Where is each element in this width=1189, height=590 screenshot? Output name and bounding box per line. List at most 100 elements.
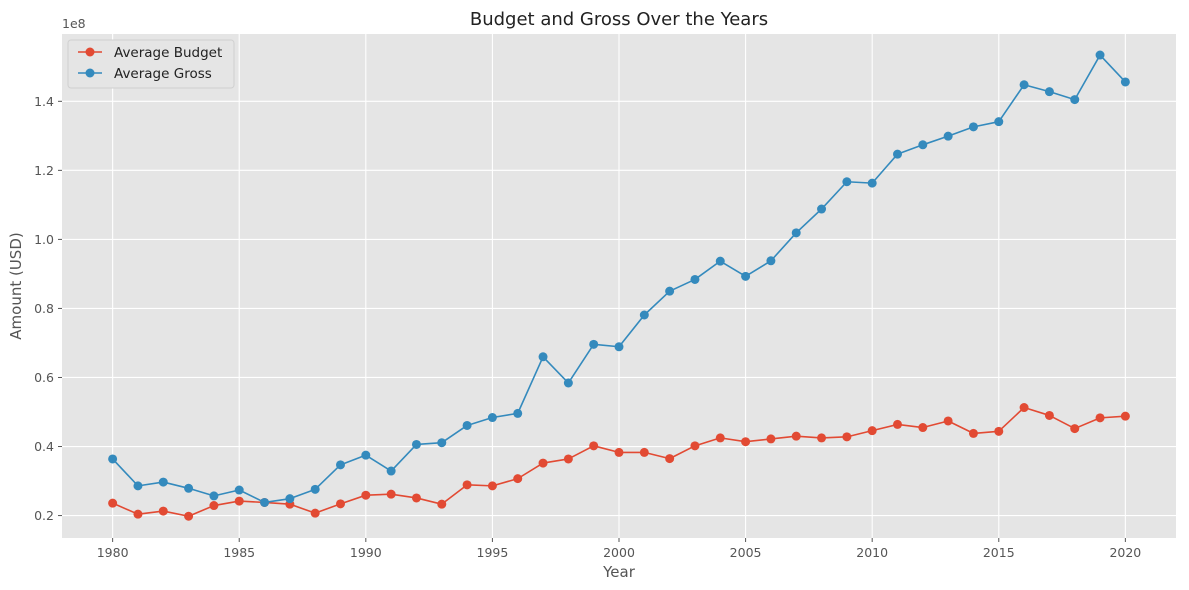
data-point-gross [1044, 87, 1054, 97]
series-gross [108, 50, 1130, 507]
data-point-budget [968, 428, 978, 438]
data-point-gross [386, 466, 396, 476]
data-point-budget [893, 419, 902, 429]
x-tick-label: 1995 [477, 545, 509, 560]
data-point-budget [310, 508, 320, 518]
y-gridlines [62, 100, 1176, 517]
data-point-gross [690, 274, 700, 284]
data-point-budget [538, 458, 548, 468]
data-point-gross [766, 256, 776, 266]
data-point-gross [817, 204, 827, 214]
data-point-gross [893, 149, 902, 159]
data-point-budget [791, 431, 801, 441]
data-point-budget [639, 447, 649, 457]
data-point-gross [158, 477, 168, 487]
data-point-budget [563, 454, 573, 464]
x-axis-label: Year [602, 563, 636, 581]
data-point-gross [994, 117, 1004, 127]
legend-box [67, 39, 235, 89]
data-point-budget [817, 433, 827, 443]
legend-label-gross: Average Gross [114, 66, 212, 82]
data-point-gross [1019, 80, 1029, 90]
legend-marker-gross [85, 68, 95, 78]
legend-label-budget: Average Budget [114, 45, 222, 61]
data-point-gross [133, 481, 143, 491]
data-point-budget [184, 511, 194, 521]
data-point-gross [234, 485, 244, 495]
data-point-gross [1070, 95, 1080, 105]
data-point-gross [285, 494, 295, 504]
data-point-gross [791, 228, 801, 238]
data-point-gross [715, 256, 725, 266]
data-point-budget [513, 474, 523, 484]
data-point-budget [589, 441, 599, 451]
data-point-gross [487, 413, 497, 423]
data-point-gross [639, 310, 649, 320]
y-axis-label: Amount (USD) [7, 232, 25, 339]
data-point-gross [665, 286, 675, 296]
data-point-budget [943, 416, 953, 426]
data-point-gross [209, 491, 219, 501]
y-tick-label: 0.2 [34, 508, 54, 523]
data-point-gross [310, 484, 320, 494]
data-point-gross [1095, 50, 1105, 60]
data-point-gross [614, 342, 624, 352]
legend: Average Budget Average Gross [67, 39, 235, 89]
data-point-budget [766, 434, 776, 444]
data-point-gross [943, 131, 953, 141]
data-point-gross [260, 497, 270, 507]
x-tick-label: 2010 [856, 545, 888, 560]
data-point-budget [437, 499, 447, 509]
y-axis-offset-text: 1e8 [62, 16, 86, 31]
data-point-budget [411, 493, 421, 503]
data-point-budget [361, 490, 371, 500]
data-point-gross [513, 408, 523, 418]
data-point-gross [741, 271, 751, 281]
data-point-gross [968, 122, 978, 132]
data-point-budget [158, 506, 168, 516]
data-point-gross [462, 420, 472, 430]
data-point-budget [1019, 403, 1029, 413]
x-tick-label: 2020 [1109, 545, 1141, 560]
data-point-gross [184, 483, 194, 493]
x-tick-label: 1980 [97, 545, 129, 560]
data-point-budget [867, 426, 877, 436]
data-point-gross [563, 378, 573, 388]
y-tick-label: 0.8 [34, 301, 54, 316]
data-point-gross [918, 140, 928, 150]
y-tick-label: 0.6 [34, 370, 54, 385]
data-point-budget [715, 433, 725, 443]
x-axis-ticks: 1980 1985 1990 1995 2000 2005 2010 2015 2020 [97, 538, 1141, 560]
data-point-budget [209, 501, 219, 511]
x-tick-label: 1990 [350, 545, 382, 560]
y-tick-label: 0.4 [34, 439, 54, 454]
data-point-budget [690, 441, 700, 451]
y-tick-label: 1.4 [34, 94, 54, 109]
data-point-budget [487, 481, 497, 491]
data-point-gross [867, 178, 877, 188]
data-point-budget [108, 498, 118, 508]
x-tick-label: 2000 [603, 545, 635, 560]
data-point-budget [386, 489, 396, 499]
data-point-gross [589, 339, 599, 349]
data-point-gross [842, 177, 852, 187]
data-point-budget [665, 454, 675, 464]
data-point-budget [994, 426, 1004, 436]
data-point-budget [133, 509, 143, 519]
y-axis-ticks: 0.2 0.4 0.6 0.8 1.0 1.2 1.4 [34, 94, 62, 523]
data-point-budget [614, 447, 624, 457]
data-point-gross [336, 460, 345, 470]
data-point-gross [108, 454, 118, 464]
data-point-budget [234, 496, 244, 506]
x-tick-label: 1985 [223, 545, 255, 560]
data-point-gross [437, 438, 447, 448]
data-point-gross [411, 439, 421, 449]
data-point-budget [1044, 410, 1054, 420]
data-point-budget [918, 423, 928, 433]
x-tick-label: 2005 [730, 545, 762, 560]
series-layer [108, 50, 1130, 521]
data-point-gross [538, 352, 548, 362]
data-point-budget [1095, 413, 1105, 423]
data-point-budget [336, 499, 345, 509]
